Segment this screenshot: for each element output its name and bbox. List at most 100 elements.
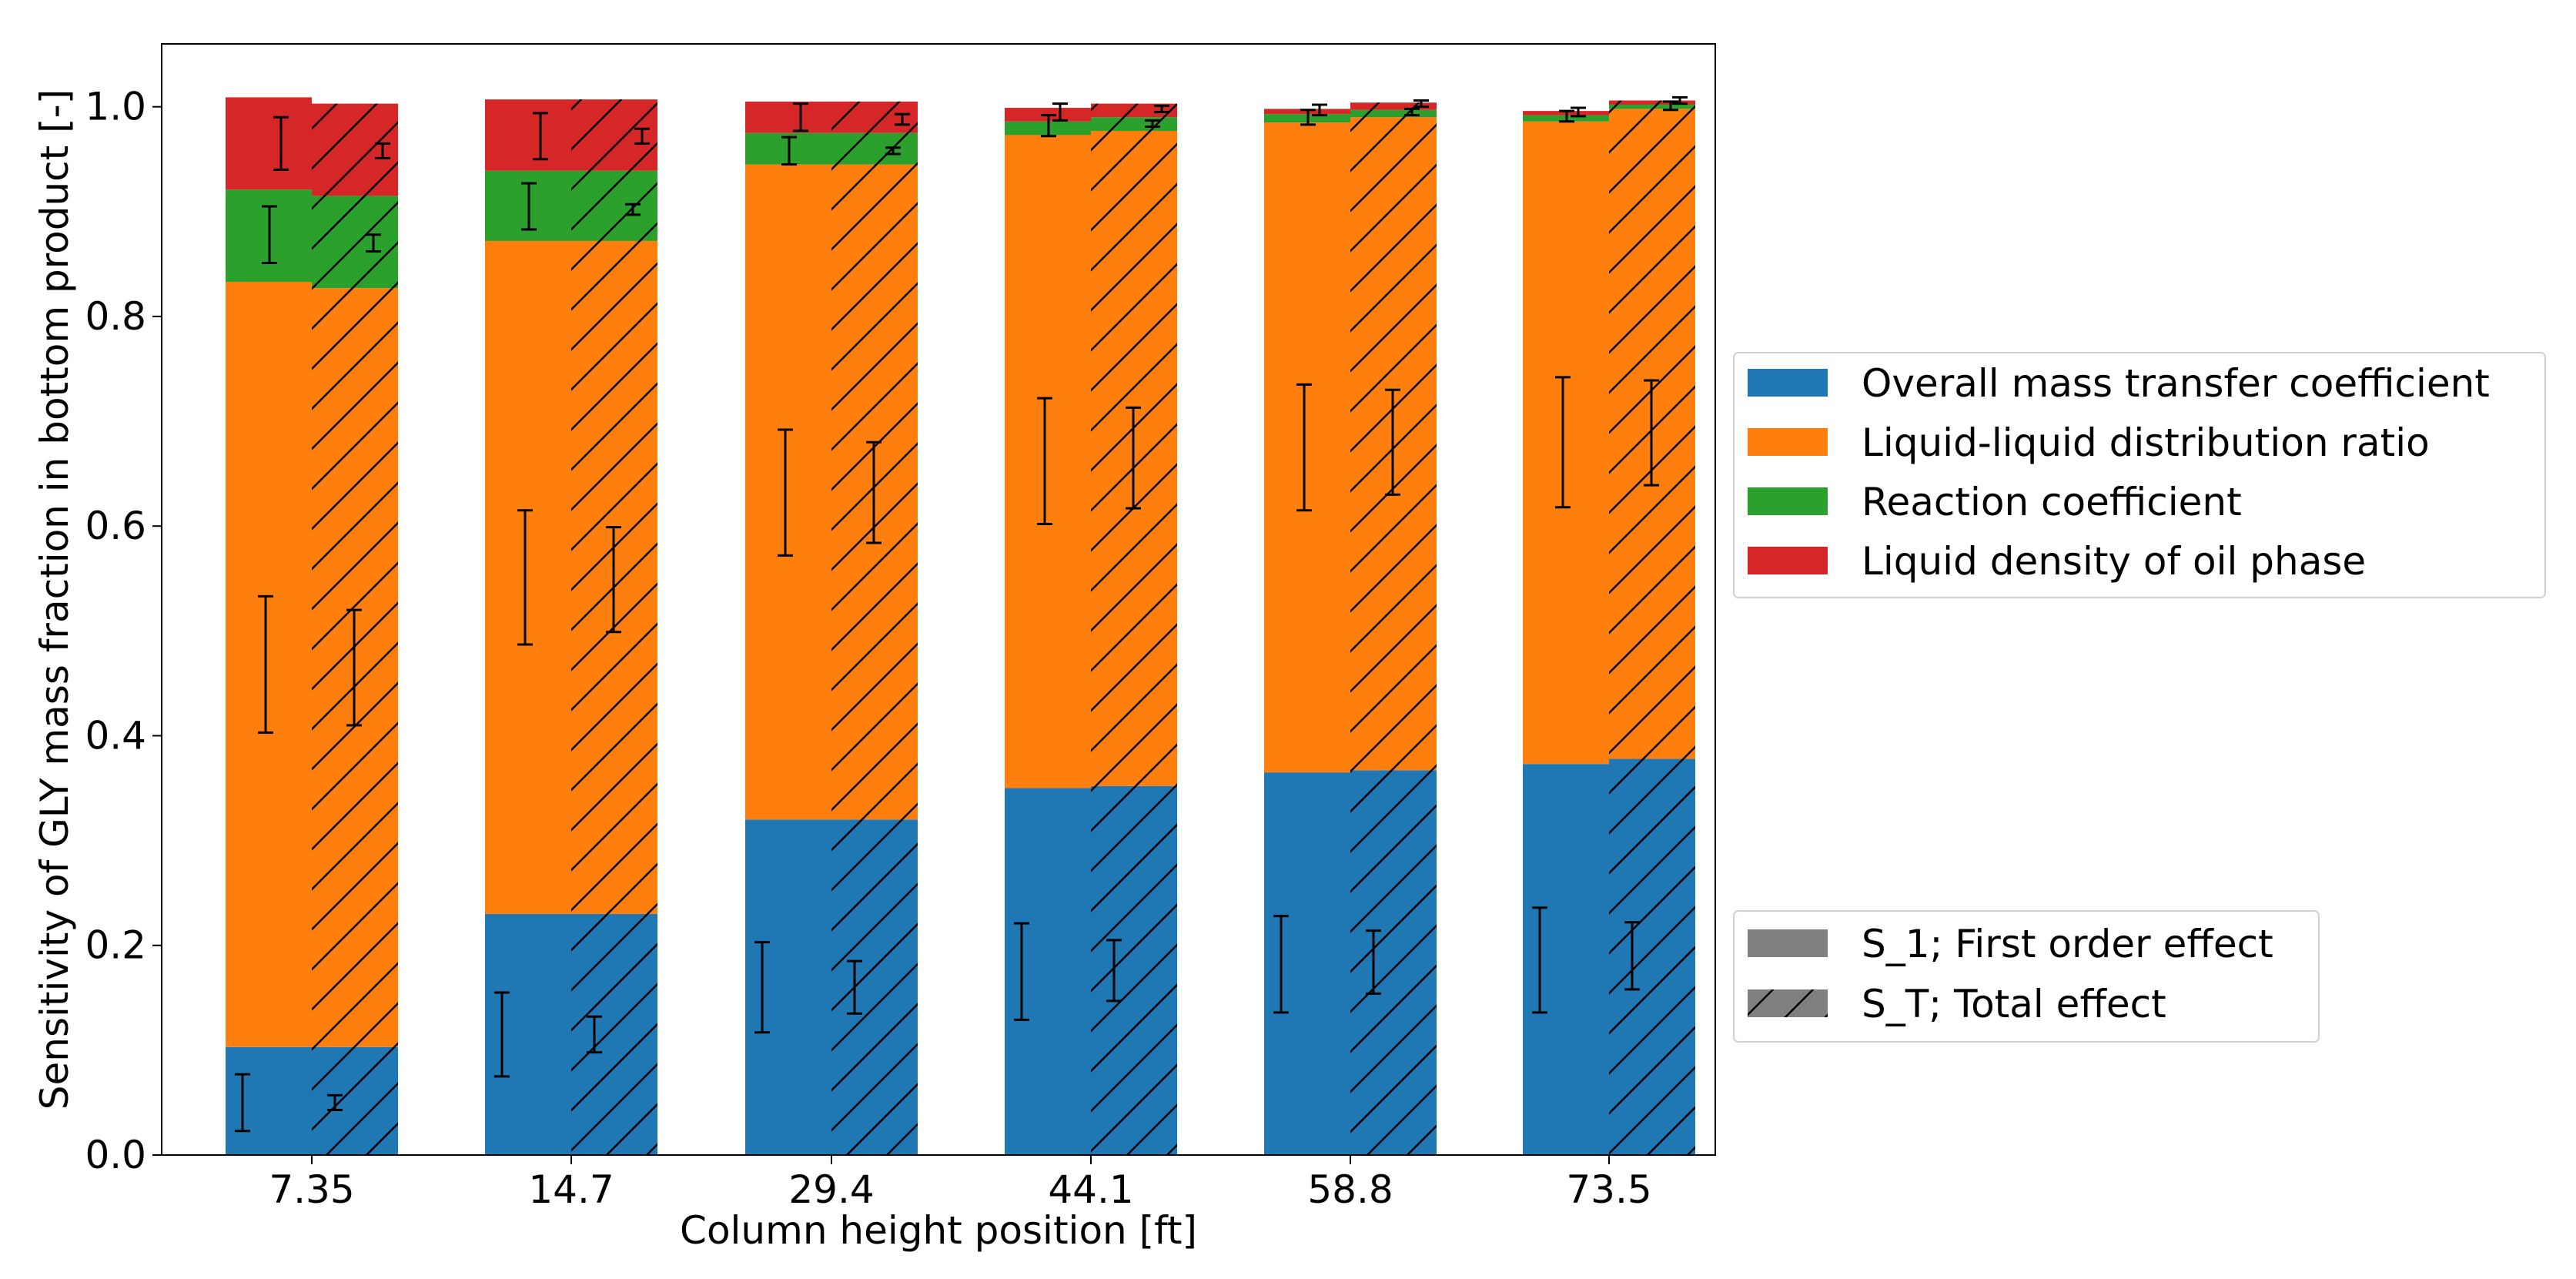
errorbar-st-4-44.1 (1154, 104, 1169, 113)
legend-label-1: Overall mass transfer coefficient (1862, 361, 2490, 406)
y-tick-label-1.0: 1.0 (85, 85, 146, 129)
bar-hatch-3-58.8 (1350, 109, 1437, 118)
y-tick-label-0.0: 0.0 (85, 1133, 146, 1177)
bar-s1-2-7.35 (226, 282, 312, 1047)
bar-hatch-3-73.5 (1609, 104, 1695, 109)
bar-s1-4-14.7 (485, 99, 571, 171)
legend-frame (1733, 352, 2546, 598)
y-axis: 0.0 0.2 0.4 0.6 0.8 1.0 (85, 85, 162, 1177)
errorbar-s1-1-7.35 (235, 1073, 250, 1133)
errorbar-s1-1-73.5 (1532, 906, 1547, 1014)
errorbar-s1-4-7.35 (273, 116, 289, 171)
x-tick-label-73.5: 73.5 (1566, 1167, 1651, 1212)
bar-s1-2-58.8 (1264, 122, 1350, 773)
bar-s1-2-29.4 (745, 164, 831, 820)
bar-hatch-1-44.1 (1091, 785, 1177, 1155)
bar-hatch-4-14.7 (571, 99, 657, 171)
bar-s1-2-44.1 (1005, 135, 1091, 788)
x-tick-label-14.7: 14.7 (528, 1167, 614, 1212)
legend-label-4: Liquid density of oil phase (1862, 539, 2366, 584)
legend-swatch-1 (1748, 369, 1828, 397)
plot-frame (161, 43, 1716, 1156)
errorbar-s1-4-14.7 (533, 112, 548, 161)
errorbar-st-3-14.7 (625, 203, 641, 216)
errorbar-s1-3-29.4 (781, 136, 797, 166)
bar-s1-2-73.5 (1523, 121, 1609, 765)
bar-s1-1-29.4 (745, 819, 831, 1155)
x-tick-label-7.35: 7.35 (269, 1167, 354, 1212)
errorbar-s1-3-58.8 (1300, 109, 1316, 126)
errorbar-s1-3-44.1 (1041, 114, 1056, 138)
errorbar-st-1-58.8 (1366, 929, 1381, 995)
y-tick-label-0.6: 0.6 (85, 504, 146, 548)
errorbar-st-2-14.7 (606, 526, 621, 634)
errorbar-s1-1-29.4 (754, 941, 770, 1034)
errorbar-s1-4-29.4 (793, 102, 808, 132)
bar-hatch-1-7.35 (312, 1046, 398, 1155)
errorbar-st-3-73.5 (1663, 100, 1678, 112)
errorbar-st-3-44.1 (1145, 119, 1160, 129)
bar-hatch-3-29.4 (831, 132, 918, 165)
legend-label-2: Liquid-liquid distribution ratio (1862, 420, 2430, 465)
errorbar-s1-4-58.8 (1312, 103, 1327, 117)
x-tick-label-44.1: 44.1 (1048, 1167, 1133, 1212)
legend-style-hatch (1748, 989, 1828, 1017)
errorbar-st-4-7.35 (375, 142, 390, 159)
errorbar-st-3-58.8 (1404, 107, 1420, 117)
x-axis-label: Column height position [ft] (680, 1208, 1197, 1253)
y-axis-label: Sensitivity of GLY mass fraction in bott… (32, 89, 77, 1110)
bar-hatch-4-29.4 (831, 101, 918, 133)
bar-s1-4-7.35 (226, 97, 312, 190)
errorbar-s1-2-14.7 (517, 509, 533, 646)
errorbar-s1-2-58.8 (1296, 383, 1312, 512)
bar-hatch-3-14.7 (571, 170, 657, 241)
bar-hatch-1-73.5 (1609, 758, 1695, 1155)
legend-effect-type: S_1; First order effect S_T; Total effect (1733, 910, 2320, 1043)
errorbar-s1-3-7.35 (262, 205, 277, 265)
errorbar-st-2-58.8 (1385, 388, 1400, 496)
errorbar-s1-1-44.1 (1014, 922, 1029, 1021)
errorbar-s1-3-73.5 (1559, 109, 1574, 123)
errorbar-st-3-29.4 (885, 146, 901, 156)
errorbar-st-1-44.1 (1106, 939, 1122, 1003)
legend-style-swatch-1 (1748, 929, 1828, 957)
bar-hatch-1-58.8 (1350, 770, 1437, 1155)
legend-style-frame (1733, 910, 2320, 1043)
errorbar-st-2-44.1 (1126, 406, 1141, 510)
bar-s1-1-58.8 (1264, 772, 1350, 1155)
errorbar-s1-1-58.8 (1273, 915, 1289, 1014)
errorbar-st-4-29.4 (895, 112, 910, 126)
errorbars-layer (235, 95, 1688, 1133)
errorbar-s1-2-7.35 (258, 594, 273, 734)
errorbar-st-2-7.35 (346, 608, 362, 727)
bar-hatch-4-44.1 (1091, 103, 1177, 118)
errorbar-s1-2-29.4 (778, 428, 793, 557)
x-tick-label-29.4: 29.4 (788, 1167, 874, 1212)
bar-s1-1-44.1 (1005, 788, 1091, 1155)
bar-s1-1-73.5 (1523, 764, 1609, 1155)
errorbar-st-4-58.8 (1413, 99, 1429, 109)
errorbar-st-2-29.4 (866, 440, 882, 544)
x-tick-label-58.8: 58.8 (1307, 1167, 1393, 1212)
errorbar-st-1-14.7 (587, 1015, 602, 1054)
bar-hatch-3-44.1 (1091, 117, 1177, 131)
legend-label-3: Reaction coefficient (1862, 480, 2242, 524)
y-tick-label-0.2: 0.2 (85, 923, 146, 968)
errorbar-st-2-73.5 (1644, 379, 1659, 487)
legend-swatch-3 (1748, 487, 1828, 515)
y-tick-label-0.8: 0.8 (85, 294, 146, 339)
legend-style-label-1: S_1; First order effect (1862, 922, 2273, 966)
errorbar-st-1-7.35 (327, 1093, 343, 1111)
bar-s1-1-7.35 (226, 1046, 312, 1155)
legend-style-label-2: S_T; Total effect (1862, 982, 2166, 1026)
errorbar-st-3-7.35 (366, 233, 381, 253)
legend-parameters: Overall mass transfer coefficient Liquid-… (1733, 352, 2546, 598)
errorbar-st-1-73.5 (1624, 921, 1640, 991)
errorbar-s1-4-73.5 (1571, 106, 1586, 118)
bar-hatch-4-73.5 (1609, 100, 1695, 105)
y-tick-label-0.4: 0.4 (85, 713, 146, 758)
bar-hatch-4-7.35 (312, 103, 398, 196)
errorbar-st-1-29.4 (847, 959, 862, 1015)
legend-swatch-2 (1748, 428, 1828, 456)
